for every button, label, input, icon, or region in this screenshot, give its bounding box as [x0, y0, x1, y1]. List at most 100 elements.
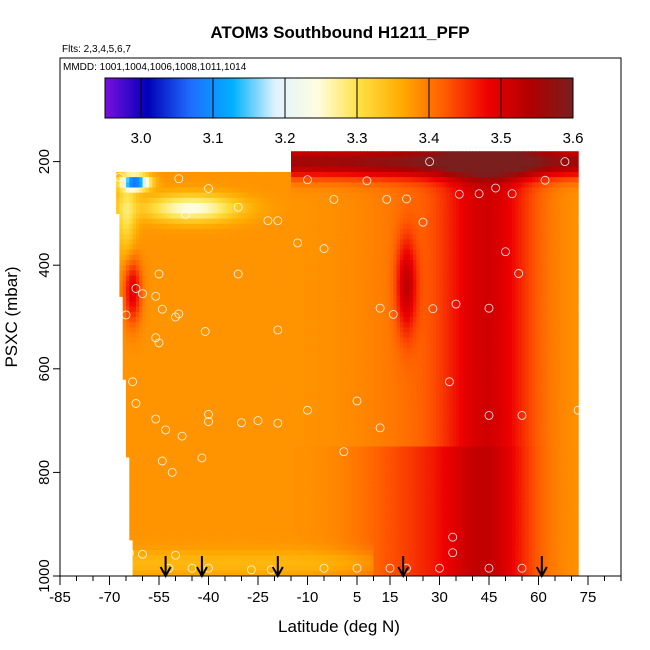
heatmap-cell: [248, 311, 252, 318]
heatmap-cell: [284, 249, 289, 256]
heatmap-cell: [390, 208, 394, 214]
heatmap-cell: [508, 285, 513, 292]
heatmap-cell: [416, 285, 421, 292]
heatmap-cell: [330, 249, 335, 256]
heatmap-cell: [429, 291, 434, 297]
heatmap-cell: [258, 203, 262, 209]
heatmap-cell: [327, 151, 332, 158]
heatmap-cell: [442, 337, 447, 344]
heatmap-cell: [545, 208, 549, 214]
heatmap-cell: [403, 197, 408, 204]
heatmap-cell: [413, 208, 417, 214]
heatmap-cell: [376, 208, 381, 214]
heatmap-cell: [479, 337, 483, 344]
heatmap-cell: [416, 166, 421, 173]
heatmap-cell: [528, 270, 533, 277]
heatmap-cell: [129, 177, 134, 183]
heatmap-cell: [129, 228, 134, 235]
heatmap-cell: [208, 228, 213, 235]
heatmap-cell: [426, 317, 431, 323]
heatmap-cell: [459, 265, 464, 271]
heatmap-cell: [274, 332, 279, 339]
heatmap-cell: [380, 166, 384, 173]
heatmap-cell: [264, 203, 269, 209]
heatmap-cell: [135, 254, 140, 261]
heatmap-cell: [142, 244, 147, 251]
heatmap-cell: [168, 285, 173, 292]
heatmap-cell: [314, 161, 318, 168]
heatmap-cell: [142, 306, 147, 313]
heatmap-cell: [502, 239, 507, 246]
heatmap-cell: [452, 156, 457, 163]
heatmap-cell: [135, 203, 140, 209]
heatmap-cell: [357, 171, 361, 178]
heatmap-cell: [350, 254, 355, 261]
heatmap-cell: [347, 228, 351, 235]
heatmap-cell: [135, 285, 140, 292]
heatmap-cell: [492, 317, 497, 323]
heatmap-cell: [284, 234, 289, 240]
heatmap-cell: [571, 270, 576, 277]
heatmap-cell: [218, 317, 223, 323]
heatmap-cell: [505, 265, 510, 271]
heatmap-cell: [310, 291, 315, 297]
heatmap-cell: [446, 275, 450, 282]
heatmap-cell: [208, 197, 213, 204]
heatmap-cell: [380, 265, 384, 271]
heatmap-cell: [234, 254, 239, 261]
heatmap-cell: [363, 260, 368, 266]
heatmap-cell: [363, 213, 368, 220]
heatmap-cell: [555, 182, 559, 189]
heatmap-cell: [439, 337, 444, 344]
heatmap-cell: [244, 244, 249, 251]
heatmap-cell: [380, 296, 384, 303]
heatmap-cell: [475, 223, 480, 230]
heatmap-cell: [376, 275, 381, 282]
heatmap-cell: [135, 244, 140, 251]
heatmap-cell: [258, 182, 262, 189]
heatmap-cell: [333, 151, 338, 158]
heatmap-cell: [399, 197, 404, 204]
heatmap-cell: [165, 285, 170, 292]
heatmap-cell: [498, 203, 503, 209]
heatmap-cell: [304, 182, 309, 189]
heatmap-cell: [495, 270, 500, 277]
heatmap-cell: [139, 239, 144, 246]
heatmap-cell: [188, 301, 193, 308]
heatmap-cell: [380, 332, 384, 339]
heatmap-cell: [551, 166, 556, 173]
heatmap-cell: [307, 254, 312, 261]
heatmap-cell: [175, 332, 180, 339]
heatmap-cell: [419, 265, 424, 271]
heatmap-cell: [215, 306, 219, 313]
heatmap-cell: [456, 223, 460, 230]
heatmap-cell: [482, 156, 487, 163]
heatmap-cell: [555, 260, 559, 266]
heatmap-cell: [383, 265, 388, 271]
heatmap-cell: [188, 244, 193, 251]
heatmap-cell: [376, 249, 381, 256]
heatmap-cell: [571, 171, 576, 178]
heatmap-cell: [205, 296, 210, 303]
heatmap-cell: [291, 234, 295, 240]
heatmap-cell: [132, 171, 137, 178]
heatmap-cell: [218, 187, 223, 194]
heatmap-cell: [165, 317, 170, 323]
heatmap-cell: [459, 218, 464, 225]
heatmap-cell: [155, 301, 160, 308]
heatmap-cell: [386, 275, 391, 282]
heatmap-cell: [459, 322, 464, 328]
heatmap-cell: [502, 187, 507, 194]
heatmap-cell: [225, 342, 229, 349]
heatmap-cell: [390, 285, 394, 292]
heatmap-cell: [492, 260, 497, 266]
heatmap-cell: [129, 317, 134, 323]
heatmap-cell: [205, 223, 210, 230]
heatmap-cell: [571, 291, 576, 297]
heatmap-cell: [330, 332, 335, 339]
heatmap-cell: [545, 296, 549, 303]
heatmap-cell: [449, 234, 454, 240]
heatmap-cell: [423, 166, 427, 173]
heatmap-cell: [228, 213, 233, 220]
heatmap-cell: [132, 280, 137, 287]
